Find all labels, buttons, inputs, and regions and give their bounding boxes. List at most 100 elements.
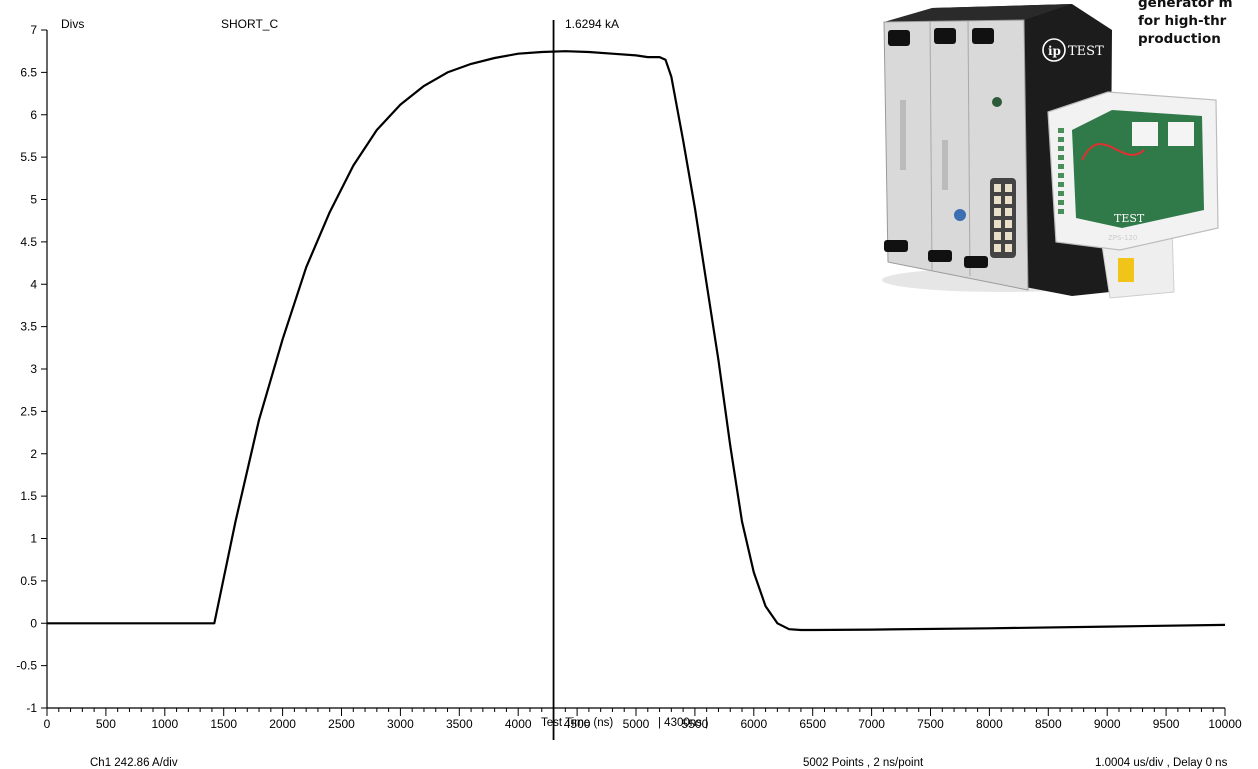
y-tick-label: 3 (30, 362, 37, 376)
fixture-pin (1058, 155, 1064, 160)
connector-pin (1005, 196, 1012, 204)
y-tick-label: 7 (30, 23, 37, 37)
unit-top (884, 4, 1072, 22)
x-tick-label: 500 (96, 717, 116, 731)
x-tick-label: 2000 (269, 717, 296, 731)
promo-text: generator m for high-thr production (1138, 0, 1258, 48)
y-tick-label: 1.5 (20, 489, 37, 503)
x-tick-label: 6500 (799, 717, 826, 731)
promo-line: for high-thr (1138, 13, 1227, 29)
connector-pin (994, 220, 1001, 228)
fixture-pin (1058, 200, 1064, 205)
knob (954, 209, 966, 221)
port (900, 100, 906, 170)
logo-mark (1042, 38, 1066, 62)
promo-line: generator m (1138, 0, 1233, 11)
cursor-time-label: | 4300ns | (658, 717, 708, 729)
y-tick-label: 2.5 (20, 404, 37, 418)
x-tick-label: 6000 (740, 717, 767, 731)
channel-scale-readout: Ch1 242.86 A/div (90, 757, 178, 769)
board-wire (1081, 143, 1145, 161)
connector-pin (1005, 208, 1012, 216)
y-tick-label: 6 (30, 108, 37, 122)
port (942, 140, 948, 190)
connector-pin (1005, 244, 1012, 252)
fixture-pin (1058, 191, 1064, 196)
x-axis-label: Test Time (ns) (541, 717, 613, 729)
promo-line: production (1138, 31, 1221, 47)
y-ticks: -1 -0.5 0 0.5 1 1.5 2 2.5 3 3.5 4 4.5 5 5.5 6 6.5 7 (16, 23, 47, 715)
connector-pin (994, 232, 1001, 240)
handle (972, 28, 994, 44)
y-tick-label: 4.5 (20, 235, 37, 249)
x-tick-label: 1000 (151, 717, 178, 731)
x-tick-label: 7000 (858, 717, 885, 731)
y-tick-label: 1 (30, 532, 37, 546)
chart-title: SHORT_C (221, 17, 278, 31)
handle (884, 240, 908, 252)
panel-divider (929, 21, 933, 271)
y-tick-label: 4 (30, 277, 37, 291)
cursor-value-label: 1.6294 kA (565, 17, 619, 31)
handle (964, 256, 988, 268)
connector-pin (1005, 184, 1012, 192)
y-tick-label: 2 (30, 447, 37, 461)
x-tick-label: 5000 (623, 717, 650, 731)
product-illustration: ip TEST TEST ZPS-120 (882, 4, 1219, 299)
handle (934, 28, 956, 44)
fixture-pin (1058, 137, 1064, 142)
y-tick-label: 0.5 (20, 574, 37, 588)
x-tick-label: 10000 (1208, 717, 1242, 731)
x-tick-label: 5500 (682, 717, 709, 731)
connector (990, 178, 1016, 258)
x-ticks: 0 500 1000 1500 2000 2500 3000 3500 4000 4500 5000… (44, 708, 1242, 731)
connector-pins (994, 184, 1012, 252)
x-tick-label: 7500 (917, 717, 944, 731)
connector-pin (994, 244, 1001, 252)
x-tick-label: 2500 (328, 717, 355, 731)
x-tick-label: 4000 (505, 717, 532, 731)
y-tick-label: 5 (30, 193, 37, 207)
fixture-logo-text: TEST (1114, 212, 1145, 225)
x-tick-label: 9000 (1094, 717, 1121, 731)
x-tick-label: 8500 (1035, 717, 1062, 731)
y-tick-label: 3.5 (20, 320, 37, 334)
board-component (1132, 122, 1158, 146)
y-tick-label: 6.5 (20, 65, 37, 79)
fixture-pin (1058, 209, 1064, 214)
connector-pin (994, 208, 1001, 216)
logo-mark-text: ip (1048, 44, 1061, 58)
fixture-pin (1058, 173, 1064, 178)
connector-pin (1005, 232, 1012, 240)
fixture-pin (1058, 164, 1064, 169)
fixture-pin (1058, 146, 1064, 151)
fixture-label: ZPS-120 (1108, 234, 1137, 242)
connector-pin (994, 184, 1001, 192)
fixture-foot (1118, 258, 1134, 282)
logo-text: TEST (1068, 44, 1104, 59)
y-tick-label: -1 (26, 701, 37, 715)
fixture-pins (1058, 128, 1064, 214)
x-tick-label: 9500 (1153, 717, 1180, 731)
x-tick-label: 1500 (210, 717, 237, 731)
connector-pin (994, 196, 1001, 204)
x-tick-label: 8000 (976, 717, 1003, 731)
handle (888, 30, 910, 46)
panel-divider (967, 20, 971, 277)
x-tick-label: 3500 (446, 717, 473, 731)
handle (928, 250, 952, 262)
x-tick-label: 4500 (564, 717, 591, 731)
y-tick-label: -0.5 (16, 659, 37, 673)
points-readout: 5002 Points , 2 ns/point (803, 757, 924, 769)
fixture-pin (1058, 128, 1064, 133)
timebase-readout: 1.0004 us/div , Delay 0 ns (1095, 757, 1228, 769)
y-tick-label: 5.5 (20, 150, 37, 164)
connector-pin (1005, 220, 1012, 228)
x-tick-label: 3000 (387, 717, 414, 731)
ch1-trace (47, 50, 1226, 632)
x-tick-label: 0 (44, 717, 51, 731)
y-axis-unit-label: Divs (61, 17, 84, 31)
fixture-pin (1058, 182, 1064, 187)
y-tick-label: 0 (30, 616, 37, 630)
